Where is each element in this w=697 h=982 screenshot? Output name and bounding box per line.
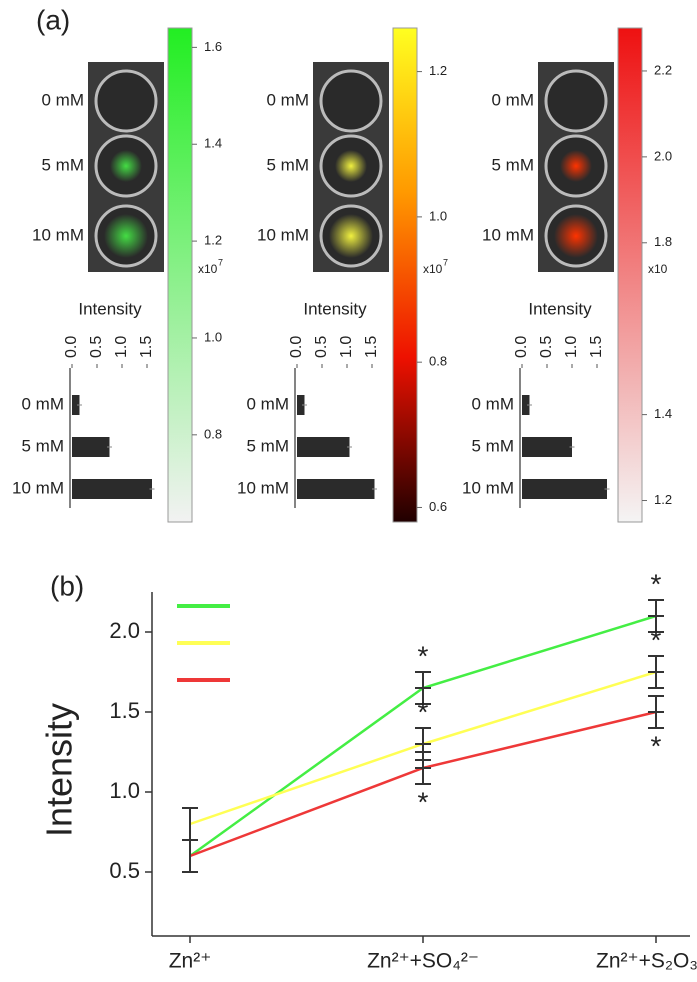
- category-label: 10 mM: [237, 478, 289, 497]
- well: [544, 69, 608, 133]
- x-tick-label: 1.0: [563, 336, 580, 358]
- well-label: 0 mM: [267, 90, 310, 109]
- colorbar-tick-label: 1.0: [204, 329, 222, 344]
- significance-label: *: [651, 624, 662, 655]
- colorbar-tick-label: 1.4: [204, 136, 222, 151]
- category-label: 5 mM: [22, 436, 65, 455]
- well-signal: [110, 150, 142, 182]
- well-label: 0 mM: [42, 90, 85, 109]
- y-tick-label: 2.0: [109, 618, 140, 643]
- x-tick-label: 0.5: [538, 336, 555, 358]
- axis-title: Intensity: [78, 299, 142, 318]
- colorbar-scale-exponent: 7: [218, 257, 223, 267]
- well: [319, 69, 383, 133]
- bar: [522, 395, 530, 415]
- y-tick-label: 0.5: [109, 858, 140, 883]
- panel-label: (b): [50, 570, 84, 601]
- colorbar-tick-label: 1.6: [204, 39, 222, 54]
- colorbar-scale-label: x10: [423, 262, 443, 276]
- category-label: 5 mM: [247, 436, 290, 455]
- x-tick-label: Zn²⁺+S₂O₃²⁻: [596, 950, 697, 973]
- well-label: 0 mM: [492, 90, 535, 109]
- well-label: 10 mM: [482, 225, 534, 244]
- error-bar: [648, 599, 664, 633]
- well-signal: [104, 214, 148, 258]
- well-label: 5 mM: [492, 155, 535, 174]
- colorbar-tick-label: 2.2: [654, 62, 672, 77]
- error-bar: [648, 695, 664, 729]
- colorbar: [617, 27, 643, 523]
- colorbar-tick-label: 1.2: [204, 233, 222, 248]
- bar: [72, 395, 80, 415]
- colorbar-tick-label: 0.6: [429, 499, 447, 514]
- category-label: 10 mM: [12, 478, 64, 497]
- colorbar-tick-label: 2.0: [654, 148, 672, 163]
- error-bar: [648, 655, 664, 689]
- x-tick-label: 1.5: [588, 336, 605, 358]
- y-tick-label: 1.5: [109, 698, 140, 723]
- bar: [297, 479, 375, 499]
- category-label: 0 mM: [22, 394, 65, 413]
- colorbar: [392, 27, 418, 523]
- bar: [522, 437, 572, 457]
- bar: [297, 437, 350, 457]
- x-tick-label: 1.5: [363, 336, 380, 358]
- bar: [522, 479, 607, 499]
- bar: [72, 437, 110, 457]
- well-label: 10 mM: [257, 225, 309, 244]
- colorbar: [167, 27, 193, 523]
- colorbar-tick-label: 1.4: [654, 406, 672, 421]
- significance-label: *: [418, 786, 429, 817]
- significance-label: *: [418, 640, 429, 671]
- colorbar-tick-label: 1.0: [429, 208, 447, 223]
- significance-label: *: [651, 568, 662, 599]
- y-tick-label: 1.0: [109, 778, 140, 803]
- x-tick-label: 0.5: [88, 336, 105, 358]
- well-label: 5 mM: [42, 155, 85, 174]
- well-signal: [560, 150, 592, 182]
- x-tick-label: 1.0: [113, 336, 130, 358]
- colorbar-tick-label: 1.2: [429, 63, 447, 78]
- colorbar-scale-label: x10: [198, 262, 218, 276]
- category-label: 5 mM: [472, 436, 515, 455]
- error-bar: [415, 751, 431, 785]
- colorbar-scale-exponent: 7: [443, 257, 448, 267]
- colorbar-tick-label: 0.8: [429, 354, 447, 369]
- significance-label: *: [418, 696, 429, 727]
- well-signal: [554, 214, 598, 258]
- error-bar: [415, 671, 431, 705]
- well-signal: [329, 214, 373, 258]
- x-tick-label: 0.0: [513, 336, 530, 358]
- well-label: 5 mM: [267, 155, 310, 174]
- bar: [297, 395, 305, 415]
- well-signal: [335, 150, 367, 182]
- x-tick-label: 0.0: [63, 336, 80, 358]
- colorbar-tick-label: 1.2: [654, 492, 672, 507]
- x-tick-label: Zn²⁺: [169, 950, 212, 973]
- colorbar-tick-label: 0.8: [204, 426, 222, 441]
- colorbar-tick-label: 1.8: [654, 234, 672, 249]
- category-label: 0 mM: [472, 394, 515, 413]
- category-label: 0 mM: [247, 394, 290, 413]
- category-label: 10 mM: [462, 478, 514, 497]
- x-tick-label: 0.0: [288, 336, 305, 358]
- axis-title: Intensity: [528, 299, 592, 318]
- well: [94, 69, 158, 133]
- x-tick-label: 1.0: [338, 336, 355, 358]
- bar: [72, 479, 152, 499]
- x-tick-label: 0.5: [313, 336, 330, 358]
- error-bar: [182, 807, 198, 873]
- x-tick-label: 1.5: [138, 336, 155, 358]
- significance-label: *: [651, 730, 662, 761]
- colorbar-scale-label: x10: [648, 262, 668, 276]
- well-label: 10 mM: [32, 225, 84, 244]
- y-axis-title: Intensity: [39, 703, 80, 837]
- x-tick-label: Zn²⁺+SO₄²⁻: [367, 950, 479, 973]
- axis-title: Intensity: [303, 299, 367, 318]
- panel-label: (a): [36, 4, 70, 35]
